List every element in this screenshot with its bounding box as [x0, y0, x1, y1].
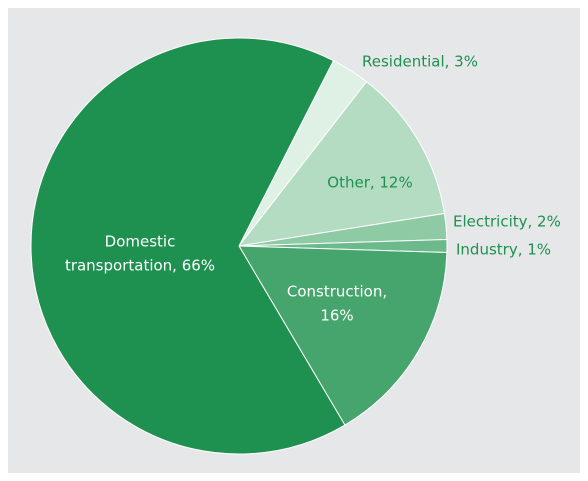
pie-slice	[237, 80, 446, 247]
pie-slice	[30, 37, 346, 455]
slice-label: 16%	[320, 307, 353, 325]
slice-label: transportation, 66%	[65, 257, 215, 275]
slice-label: Construction,	[287, 283, 387, 301]
pie-slice	[238, 245, 448, 426]
slice-label: Industry, 1%	[456, 241, 551, 259]
slice-label: Residential, 3%	[362, 53, 478, 71]
slice-label: Domestic	[105, 233, 176, 251]
slice-label: Other, 12%	[327, 174, 412, 192]
slice-label: Electricity, 2%	[453, 213, 561, 231]
